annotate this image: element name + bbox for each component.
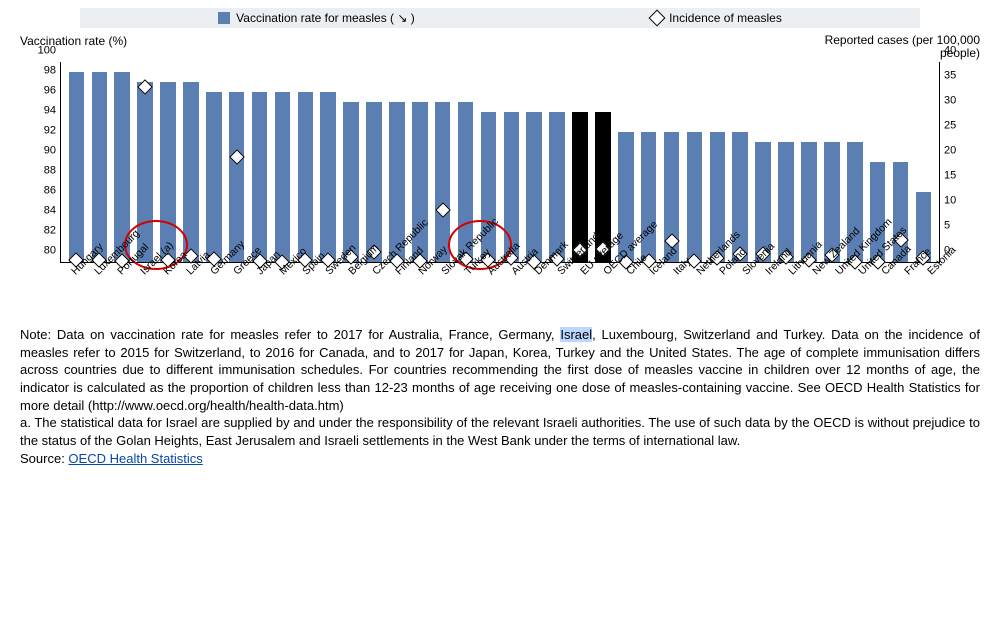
bar — [526, 112, 542, 262]
bar — [206, 92, 222, 262]
legend-marker-item: Incidence of measles — [651, 11, 782, 25]
y-left-tick: 82 — [20, 226, 56, 237]
bar — [275, 92, 291, 262]
y-left-tick: 84 — [20, 206, 56, 217]
bar-slot — [454, 62, 477, 262]
axis-titles: Vaccination rate (%) Reported cases (per… — [20, 34, 980, 60]
y-right-tick: 20 — [944, 146, 980, 157]
y-right-tick: 25 — [944, 121, 980, 132]
legend: Vaccination rate for measles ( ↘ ) Incid… — [80, 8, 920, 28]
bar-slot — [363, 62, 386, 262]
bar-slot — [157, 62, 180, 262]
y-left-tick: 94 — [20, 106, 56, 117]
bar — [366, 102, 382, 262]
bar-slot — [500, 62, 523, 262]
bar-slot — [431, 62, 454, 262]
y-right-tick: 10 — [944, 196, 980, 207]
legend-bar-label: Vaccination rate for measles ( ↘ ) — [236, 11, 415, 25]
bar — [687, 132, 703, 262]
bar-slot — [569, 62, 592, 262]
legend-marker-label: Incidence of measles — [669, 11, 782, 25]
y-right-tick: 40 — [944, 46, 980, 57]
y-right-tick: 30 — [944, 96, 980, 107]
y-right-tick: 35 — [944, 71, 980, 82]
bar — [320, 92, 336, 262]
y-right-tick: 5 — [944, 221, 980, 232]
bars-container — [61, 62, 939, 262]
y-left-tick: 100 — [20, 46, 56, 57]
y-right-axis: 0510152025303540 — [944, 62, 980, 262]
bar-slot — [775, 62, 798, 262]
note-text: Note: Data on vaccination rate for measl… — [20, 326, 980, 449]
legend-bar-item: Vaccination rate for measles ( ↘ ) — [218, 11, 415, 25]
bar-slot — [683, 62, 706, 262]
y-left-tick: 88 — [20, 166, 56, 177]
bar-slot — [202, 62, 225, 262]
bar-slot — [248, 62, 271, 262]
legend-bar-swatch — [218, 12, 230, 24]
y-left-tick: 86 — [20, 186, 56, 197]
bar — [160, 82, 176, 262]
bar-slot — [340, 62, 363, 262]
bar — [504, 112, 520, 262]
bar — [435, 102, 451, 262]
page-root: Vaccination rate for measles ( ↘ ) Incid… — [0, 0, 1000, 621]
bar-slot — [798, 62, 821, 262]
bar-slot — [225, 62, 248, 262]
bar — [229, 92, 245, 262]
legend-marker-swatch — [649, 10, 666, 27]
y-left-tick: 80 — [20, 246, 56, 257]
y-left-tick: 96 — [20, 86, 56, 97]
y-left-tick: 98 — [20, 66, 56, 77]
chart: 80828486889092949698100 0510152025303540… — [20, 62, 980, 322]
bar-slot — [523, 62, 546, 262]
bar — [183, 82, 199, 262]
note-highlighted-word: Israel — [560, 327, 592, 342]
bar-slot — [706, 62, 729, 262]
bar-slot — [317, 62, 340, 262]
bar-slot — [294, 62, 317, 262]
bar-slot — [752, 62, 775, 262]
source-link[interactable]: OECD Health Statistics — [68, 451, 202, 466]
bar — [92, 72, 108, 262]
bar-slot — [660, 62, 683, 262]
plot-area — [60, 62, 940, 263]
x-axis-labels: HungaryLuxembourgPortugalIsrael (a)Korea… — [60, 264, 940, 322]
source-line: Source: OECD Health Statistics — [20, 451, 980, 466]
y-left-tick: 92 — [20, 126, 56, 137]
bar-slot — [65, 62, 88, 262]
y-right-tick: 15 — [944, 171, 980, 182]
bar-slot — [179, 62, 202, 262]
bar-slot — [88, 62, 111, 262]
bar — [252, 92, 268, 262]
bar — [298, 92, 314, 262]
bar — [343, 102, 359, 262]
y-left-tick: 90 — [20, 146, 56, 157]
bar-slot — [271, 62, 294, 262]
bar — [69, 72, 85, 262]
bar-slot — [546, 62, 569, 262]
bar-slot — [912, 62, 935, 262]
bar — [778, 142, 794, 262]
bar-slot — [820, 62, 843, 262]
y-left-axis: 80828486889092949698100 — [20, 62, 56, 262]
